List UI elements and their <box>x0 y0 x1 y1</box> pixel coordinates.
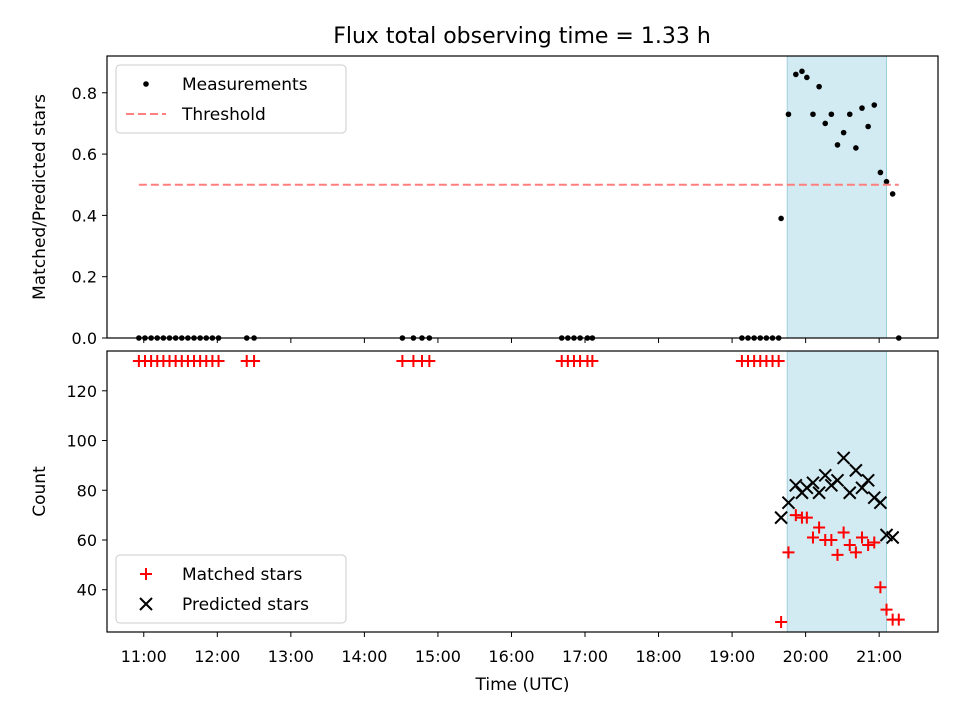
x-tick-label: 15:00 <box>415 647 461 666</box>
measurement-point <box>778 215 784 222</box>
y-tick-label: 0.4 <box>72 206 97 225</box>
measurement-point <box>799 68 805 75</box>
matched-star-point <box>831 548 844 561</box>
y-tick-label: 80 <box>77 481 97 500</box>
predicted-star-point <box>861 473 875 488</box>
predicted-star-point <box>849 463 863 478</box>
legend-marker-matched <box>140 568 152 580</box>
y-tick-label: 100 <box>66 432 97 451</box>
measurement-point <box>846 111 853 118</box>
predicted-star-point <box>774 510 788 525</box>
x-tick-label: 13:00 <box>268 647 314 666</box>
matched-star-point <box>813 521 826 534</box>
matched-star-point <box>806 531 819 544</box>
x-tick-label: 21:00 <box>856 647 902 666</box>
y-tick-label: 0.6 <box>72 145 97 164</box>
predicted-star-point <box>885 530 900 545</box>
measurement-point <box>853 145 859 151</box>
x-tick-label: 18:00 <box>635 647 681 666</box>
y-tick-label: 0.2 <box>72 268 97 287</box>
measurement-point <box>785 111 792 118</box>
measurement-point <box>822 120 829 127</box>
measurement-point <box>816 83 822 90</box>
y-tick-label: 0.0 <box>72 329 97 348</box>
x-tick-label: 12:00 <box>194 647 240 666</box>
matched-star-point <box>880 603 893 616</box>
predicted-star-point <box>812 486 826 500</box>
matched-star-point <box>862 538 875 551</box>
matched-star-point <box>843 538 856 551</box>
matched-star-point <box>586 354 599 367</box>
matched-star-point <box>396 354 409 367</box>
y-axis-label: Matched/Predicted stars <box>30 94 50 300</box>
measurement-point <box>793 71 799 78</box>
x-tick-label: 20:00 <box>783 647 829 666</box>
x-tick-label: 19:00 <box>709 647 755 666</box>
measurement-point <box>871 102 878 108</box>
predicted-star-point <box>843 486 857 500</box>
legend-label: Predicted stars <box>182 595 309 615</box>
axes-frame <box>106 350 939 633</box>
x-tick-label: 11:00 <box>121 647 167 666</box>
matched-star-point <box>772 354 785 367</box>
legend-marker-measurements <box>143 81 149 87</box>
predicted-star-point <box>781 495 796 510</box>
matched-star-point <box>892 613 905 626</box>
predicted-star-point <box>806 476 820 490</box>
axes-frame <box>106 55 939 339</box>
y-tick-label: 40 <box>77 581 97 600</box>
measurement-point <box>804 74 810 81</box>
matched-star-point <box>775 616 788 629</box>
matched-star-point <box>423 354 436 367</box>
measurement-point <box>883 178 890 185</box>
matched-star-point <box>825 533 838 546</box>
measurement-point <box>865 123 871 130</box>
measurement-point <box>877 169 884 176</box>
matched-star-point <box>248 354 261 367</box>
panel-count: 40 60 80 100 120 11:00 12:00 13:00 14:00 15:00 16:… <box>30 350 939 695</box>
x-tick-label: 14:00 <box>341 647 387 666</box>
y-tick-label: 0.8 <box>72 84 97 103</box>
measurement-point <box>840 129 847 136</box>
shaded-interval <box>786 55 888 339</box>
measurement-point <box>889 191 896 197</box>
measurement-point <box>810 111 816 118</box>
matched-star-point <box>212 354 225 367</box>
y-tick-label: 120 <box>66 382 97 401</box>
measurement-point <box>828 111 835 118</box>
matched-star-point <box>849 546 862 559</box>
matched-star-point <box>789 509 802 522</box>
predicted-star-point <box>836 451 851 465</box>
measurement-point <box>834 142 841 148</box>
matched-star-point <box>868 536 881 549</box>
panel-ratio: 0.0 0.2 0.4 0.6 0.8 Matched/Predicted stars Me… <box>30 55 939 348</box>
legend-label: Measurements <box>182 75 308 95</box>
matched-star-point <box>837 526 850 539</box>
x-axis-label: Time (UTC) <box>475 675 570 695</box>
matched-star-point <box>800 511 813 524</box>
legend-label: Matched stars <box>182 565 302 585</box>
predicted-star-point <box>830 473 845 488</box>
legend-box <box>115 64 347 134</box>
x-tick-label: 16:00 <box>488 647 534 666</box>
legend-marker-predicted <box>139 597 153 611</box>
matched-star-point <box>856 531 869 544</box>
legend-label: Threshold <box>181 105 266 125</box>
matched-star-point <box>782 546 795 559</box>
y-tick-label: 60 <box>77 531 97 550</box>
chart-title: Flux total observing time = 1.33 h <box>333 24 711 49</box>
y-axis-label: Count <box>30 466 50 517</box>
measurement-point <box>859 105 865 111</box>
x-tick-label: 17:00 <box>562 647 608 666</box>
matched-star-point <box>874 581 887 594</box>
predicted-star-point <box>873 495 888 510</box>
predicted-star-point <box>818 468 832 483</box>
legend-box <box>115 554 347 624</box>
